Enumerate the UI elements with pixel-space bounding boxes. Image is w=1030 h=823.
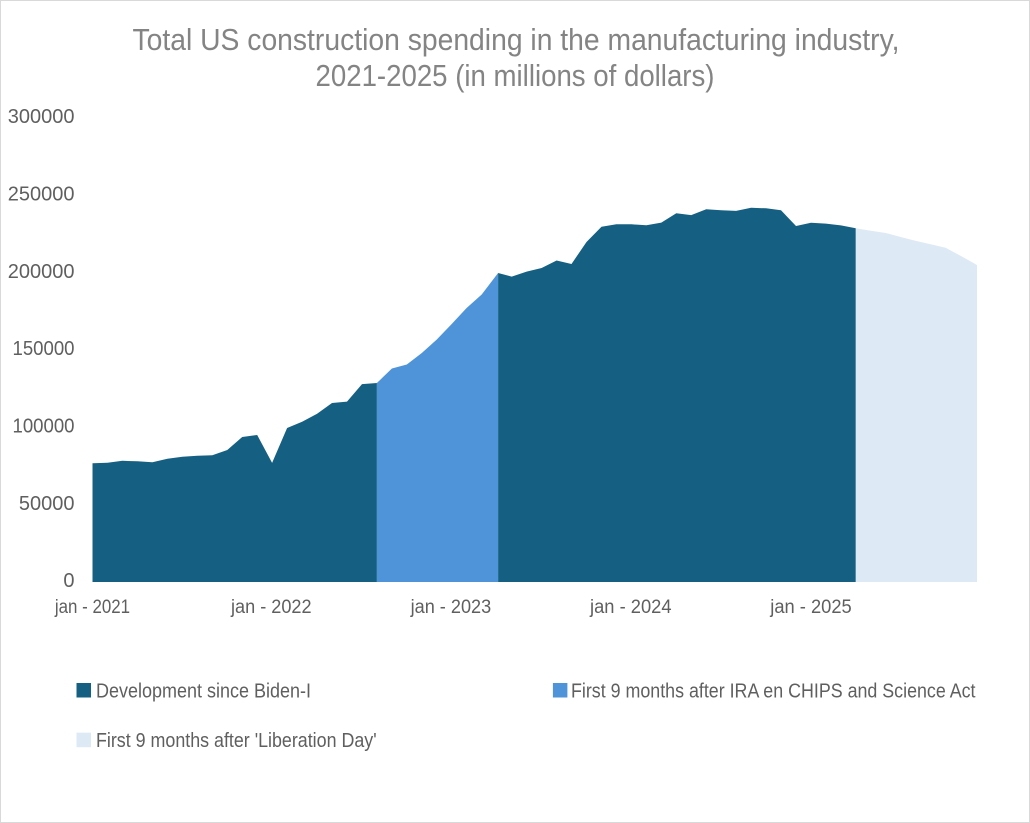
svg-text:200000: 200000 [8, 261, 75, 283]
svg-text:250000: 250000 [8, 184, 75, 206]
svg-text:100000: 100000 [13, 416, 75, 438]
svg-text:50000: 50000 [19, 493, 75, 515]
svg-text:150000: 150000 [13, 338, 75, 360]
svg-text:jan - 2023: jan - 2023 [410, 597, 492, 618]
svg-text:0: 0 [63, 570, 74, 592]
svg-text:jan - 2025: jan - 2025 [769, 597, 851, 618]
svg-text:jan - 2021: jan - 2021 [54, 597, 130, 618]
svg-text:300000: 300000 [8, 106, 75, 128]
svg-text:Total US construction spending: Total US construction spending in the ma… [133, 22, 900, 57]
svg-text:First 9 months after 'Liberati: First 9 months after 'Liberation Day' [96, 730, 377, 752]
svg-text:2021-2025 (in millions of doll: 2021-2025 (in millions of dollars) [316, 58, 715, 93]
svg-text:First 9 months after IRA en CH: First 9 months after IRA en CHIPS and Sc… [571, 681, 976, 703]
svg-text:jan - 2024: jan - 2024 [589, 597, 672, 618]
svg-text:Development since Biden-I: Development since Biden-I [96, 681, 311, 703]
svg-text:jan - 2022: jan - 2022 [230, 597, 312, 618]
